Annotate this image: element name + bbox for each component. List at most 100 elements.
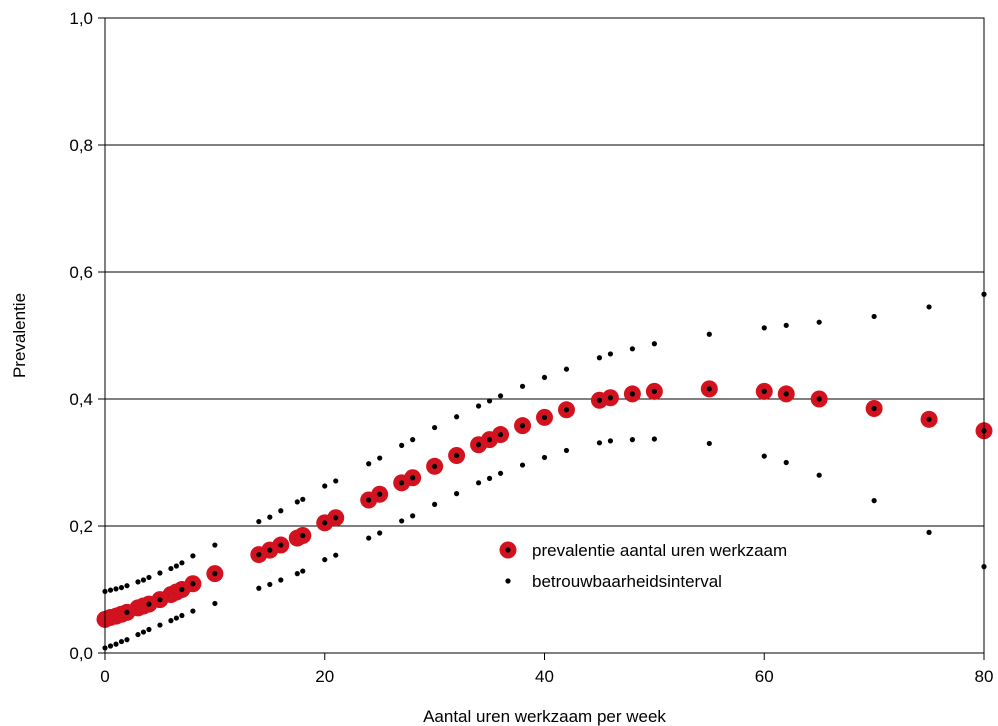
prevalence-point-center	[278, 542, 284, 548]
prevalence-point-center	[399, 480, 405, 486]
prevalence-point-center	[333, 515, 339, 521]
interval-upper-dot	[454, 414, 460, 420]
prevalence-point-center	[179, 586, 185, 593]
interval-upper-dot	[871, 313, 877, 320]
interval-lower-dot	[629, 437, 636, 443]
prevalence-point-center	[377, 491, 383, 497]
interval-upper-dot	[783, 322, 789, 328]
prevalence-point-center	[410, 475, 416, 481]
interval-lower-dot	[475, 480, 482, 486]
interval-upper-dot	[432, 424, 438, 431]
prevalence-point-center	[816, 396, 822, 402]
prevalence-point-center	[651, 388, 657, 394]
x-tick-label: 0	[100, 667, 109, 686]
interval-lower-dot	[278, 577, 284, 583]
y-tick-label: 0,6	[69, 263, 93, 282]
interval-upper-dot	[173, 563, 180, 569]
interval-upper-dot	[706, 331, 712, 337]
prevalence-point-center	[146, 601, 152, 607]
interval-upper-dot	[267, 514, 273, 520]
interval-lower-dot	[706, 440, 712, 447]
legend-interval-marker	[505, 578, 511, 584]
interval-lower-dot	[124, 637, 130, 643]
prevalence-point-center	[926, 416, 932, 422]
interval-upper-dot	[486, 398, 493, 404]
prevalence-point-center	[454, 452, 460, 459]
prevalence-point-center	[519, 423, 526, 429]
interval-lower-dot	[871, 498, 877, 504]
interval-lower-dot	[596, 440, 603, 446]
y-tick-label: 0,8	[69, 136, 93, 155]
x-tick-label: 20	[315, 667, 334, 686]
prevalence-point-center	[432, 463, 438, 469]
prevalence-point-center	[871, 405, 877, 412]
interval-lower-dot	[212, 600, 218, 607]
interval-lower-dot	[322, 557, 328, 563]
interval-lower-dot	[454, 491, 460, 497]
prevalence-point-center	[607, 395, 614, 401]
y-axis-title: Prevalentie	[10, 293, 29, 378]
interval-lower-dot	[783, 459, 789, 466]
prevalence-point-center	[541, 414, 548, 421]
y-tick-label: 1,0	[69, 9, 93, 28]
interval-dots	[102, 291, 987, 651]
interval-upper-dot	[157, 570, 163, 576]
interval-upper-dot	[366, 461, 372, 467]
x-axis-title: Aantal uren werkzaam per week	[423, 707, 666, 726]
interval-upper-dot	[179, 560, 185, 566]
interval-upper-dot	[761, 325, 767, 331]
interval-lower-dot	[140, 629, 147, 635]
x-axis-ticks: 0 20 40 60 80	[100, 653, 993, 686]
interval-upper-dot	[124, 583, 130, 589]
interval-upper-dot	[322, 483, 328, 489]
prevalence-point-center	[761, 388, 767, 394]
interval-lower-dot	[267, 581, 273, 588]
interval-lower-dot	[432, 501, 438, 508]
interval-lower-dot	[173, 615, 180, 621]
interval-lower-dot	[333, 552, 339, 558]
interval-lower-dot	[563, 447, 570, 454]
interval-lower-dot	[300, 568, 306, 574]
interval-lower-dot	[926, 529, 932, 535]
prevalence-point-center	[475, 442, 482, 448]
interval-lower-dot	[107, 643, 114, 649]
prevalence-point-center	[157, 597, 163, 603]
interval-upper-dot	[278, 508, 284, 514]
interval-upper-dot	[146, 574, 152, 581]
interval-lower-dot	[157, 622, 163, 628]
y-tick-label: 0,0	[69, 644, 93, 663]
interval-lower-dot	[377, 530, 383, 536]
interval-upper-dot	[519, 383, 526, 389]
interval-lower-dot	[146, 626, 152, 633]
interval-upper-dot	[135, 579, 141, 585]
interval-lower-dot	[366, 535, 372, 541]
interval-upper-dot	[333, 478, 339, 484]
interval-lower-dot	[190, 608, 196, 614]
prevalence-point-center	[300, 532, 306, 539]
interval-lower-dot	[497, 470, 504, 476]
interval-upper-dot	[377, 455, 383, 461]
prevalence-point-center	[212, 571, 218, 577]
y-axis-ticks: 0,0 0,2 0,4 0,6 0,8 1,0	[69, 9, 105, 663]
interval-upper-dot	[140, 577, 147, 583]
legend-interval-label: betrouwbaarheidsinterval	[532, 572, 722, 591]
interval-lower-dot	[118, 638, 125, 645]
prevalence-point-center	[366, 497, 372, 503]
interval-upper-dot	[926, 304, 932, 310]
legend-prevalence-label: prevalentie aantal uren werkzaam	[532, 541, 787, 560]
prevalence-point-center	[267, 547, 273, 553]
interval-lower-dot	[519, 462, 526, 468]
interval-upper-dot	[563, 366, 570, 372]
y-tick-label: 0,2	[69, 517, 93, 536]
prevalence-point-center	[256, 551, 262, 558]
interval-upper-dot	[410, 437, 416, 443]
interval-upper-dot	[107, 587, 114, 593]
interval-lower-dot	[651, 436, 657, 442]
prevalence-point-center	[629, 391, 636, 397]
interval-lower-dot	[179, 612, 185, 619]
prevalence-point-center	[486, 437, 493, 443]
interval-lower-dot	[294, 571, 300, 577]
interval-upper-dot	[399, 442, 405, 448]
prevalence-point-center	[596, 397, 603, 403]
interval-lower-dot	[135, 631, 141, 638]
